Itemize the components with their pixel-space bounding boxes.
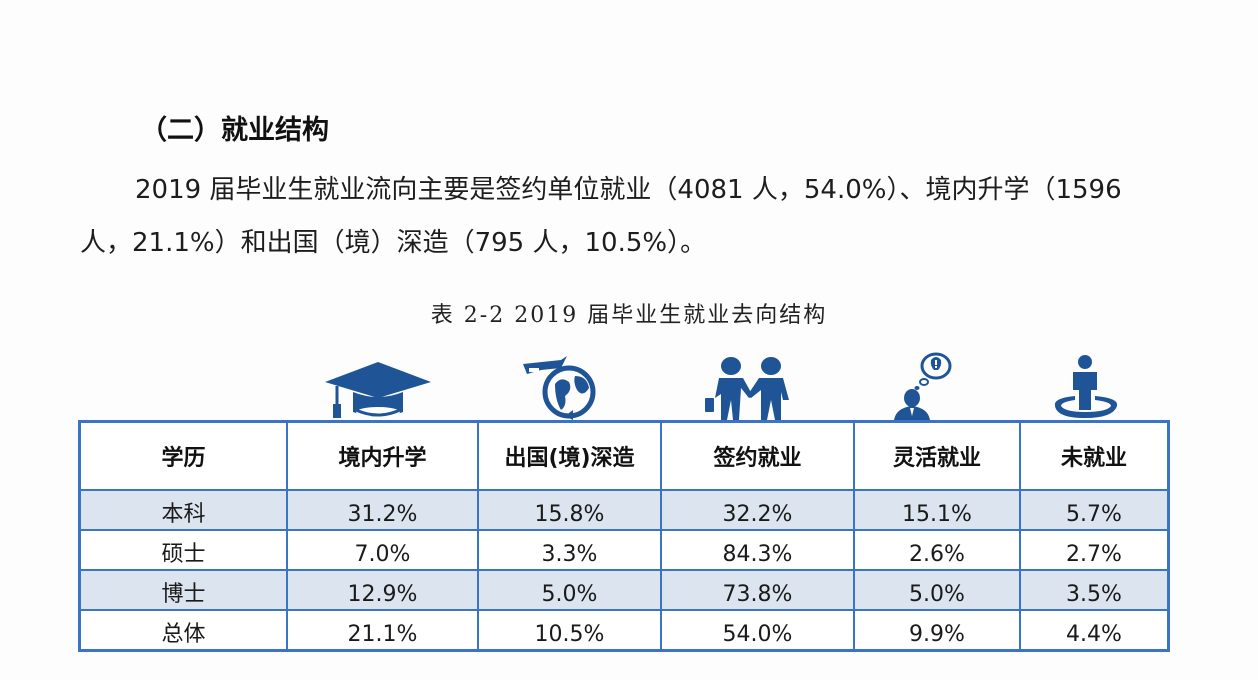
table-row: 硕士 7.0% 3.3% 84.3% 2.6% 2.7%: [78, 529, 1170, 571]
section-heading: （二）就业结构: [140, 115, 329, 146]
employment-structure-table: 学历 境内升学 出国(境)深造 签约就业 灵活就业 未就业 本科 31.2% 1…: [78, 420, 1170, 652]
cell-value: 10.5%: [477, 609, 662, 652]
table-header-row: 学历 境内升学 出国(境)深造 签约就业 灵活就业 未就业: [78, 420, 1170, 491]
header-flexible-employment: 灵活就业: [853, 420, 1021, 491]
cell-value: 31.2%: [286, 489, 479, 531]
table-row: 博士 12.9% 5.0% 73.8% 5.0% 3.5%: [78, 569, 1170, 611]
body-paragraph: 2019 届毕业生就业流向主要是签约单位就业（4081 人，54.0%）、境内升…: [80, 175, 1122, 258]
globe-airplane-icon: [472, 350, 653, 420]
cell-value: 9.9%: [853, 609, 1021, 652]
header-contract-employment: 签约就业: [660, 420, 855, 491]
column-icon-row: [78, 350, 1162, 420]
cell-value: 5.7%: [1019, 489, 1170, 531]
header-unemployed: 未就业: [1019, 420, 1170, 491]
cell-value: 3.5%: [1019, 569, 1170, 611]
cell-value: 2.7%: [1019, 529, 1170, 571]
person-standing-ring-icon: [1008, 350, 1162, 420]
cell-value: 73.8%: [660, 569, 855, 611]
table-caption: 表 2-2 2019 届毕业生就业去向结构: [430, 303, 828, 328]
row-label: 总体: [78, 609, 288, 652]
cell-value: 21.1%: [286, 609, 479, 652]
cell-value: 15.8%: [477, 489, 662, 531]
row-label: 硕士: [78, 529, 288, 571]
row-label: 本科: [78, 489, 288, 531]
cell-value: 7.0%: [286, 529, 479, 571]
cell-value: 32.2%: [660, 489, 855, 531]
cell-value: 5.0%: [853, 569, 1021, 611]
cell-value: 4.4%: [1019, 609, 1170, 652]
cell-value: 15.1%: [853, 489, 1021, 531]
thinking-person-lightbulb-icon: [844, 350, 1008, 420]
cell-value: 2.6%: [853, 529, 1021, 571]
header-overseas-study: 出国(境)深造: [477, 420, 662, 491]
table-row: 总体 21.1% 10.5% 54.0% 9.9% 4.4%: [78, 609, 1170, 652]
handshake-people-icon: [653, 350, 844, 420]
table-row: 本科 31.2% 15.8% 32.2% 15.1% 5.7%: [78, 489, 1170, 531]
header-domestic-study: 境内升学: [286, 420, 479, 491]
cell-value: 5.0%: [477, 569, 662, 611]
cell-value: 84.3%: [660, 529, 855, 571]
cell-value: 54.0%: [660, 609, 855, 652]
cell-value: 3.3%: [477, 529, 662, 571]
graduation-cap-icon: [283, 350, 472, 420]
row-label: 博士: [78, 569, 288, 611]
header-education: 学历: [78, 420, 288, 491]
cell-value: 12.9%: [286, 569, 479, 611]
